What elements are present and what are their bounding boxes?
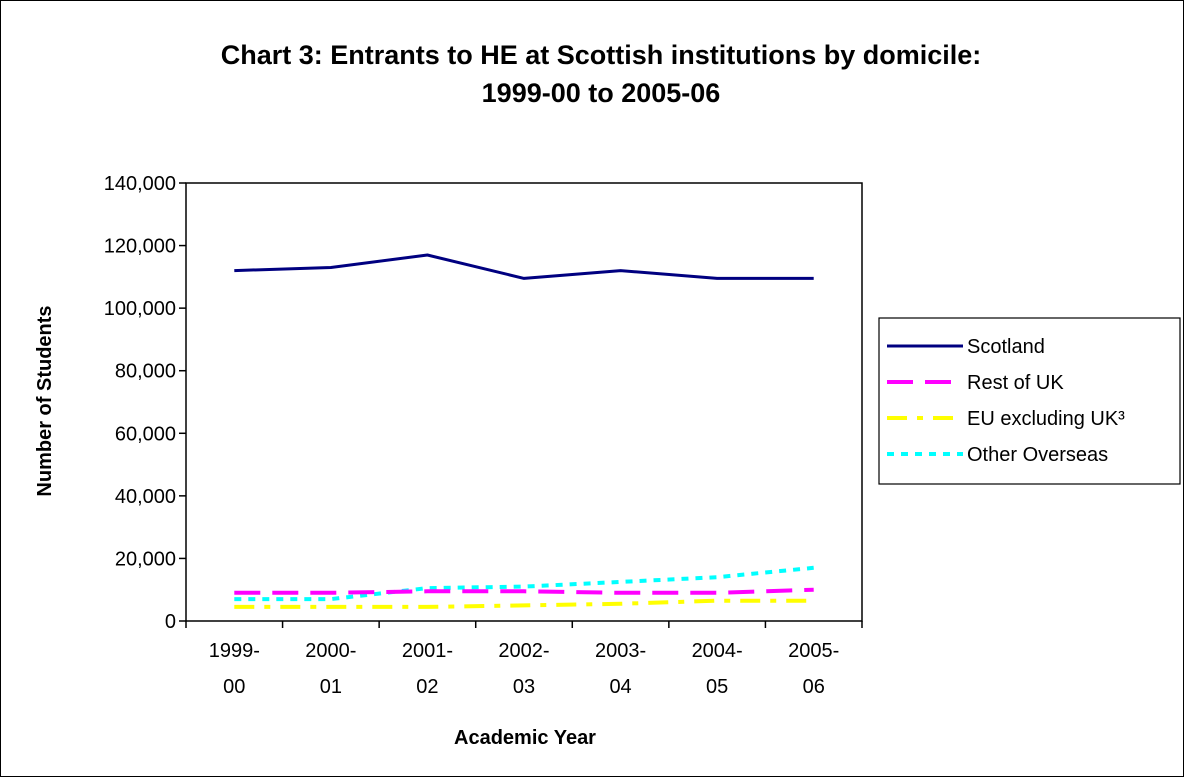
x-tick-label: 00 (223, 676, 245, 698)
x-tick-label: 01 (320, 676, 342, 698)
chart-title-line1: Chart 3: Entrants to HE at Scottish inst… (221, 40, 982, 70)
legend-label: EU excluding UK³ (967, 408, 1125, 430)
x-tick-label: 03 (513, 676, 535, 698)
y-tick-label: 100,000 (104, 298, 176, 320)
y-tick-label: 80,000 (115, 361, 176, 383)
x-tick-label: 2004- (692, 640, 743, 662)
plot-area (185, 182, 863, 622)
series-line-eu-excluding-uk (234, 598, 814, 609)
x-tick-label: 04 (609, 676, 631, 698)
y-tick-label: 20,000 (115, 548, 176, 570)
legend-box (878, 317, 1181, 485)
series-lines (234, 253, 814, 609)
y-tick-label: 60,000 (115, 423, 176, 445)
series-line-rest-of-uk (234, 587, 814, 595)
x-tick-label: 1999- (209, 640, 260, 662)
x-axis: 1999- 00 2000- 01 2001- 02 2002- 03 2003- 04 2004-… (185, 621, 863, 698)
legend-label: Scotland (967, 336, 1045, 358)
x-tick-label: 2005- (788, 640, 839, 662)
legend-items: Scotland Rest of UK EU excluding UK³ Other … (887, 336, 1125, 466)
x-tick-label: 06 (803, 676, 825, 698)
chart-title-line2: 1999-00 to 2005-06 (482, 78, 721, 108)
x-tick-label: 2002- (498, 640, 549, 662)
x-tick-label: 05 (706, 676, 728, 698)
legend-label: Other Overseas (967, 444, 1108, 466)
x-tick-label: 2003- (595, 640, 646, 662)
y-axis: 0 20,000 40,000 60,000 80,000 100,000 120,000 1… (104, 173, 186, 633)
y-tick-label: 0 (165, 611, 176, 633)
y-axis-title: Number of Students (34, 305, 56, 496)
y-tick-label: 140,000 (104, 173, 176, 195)
series-line-scotland (234, 253, 814, 280)
x-tick-label: 02 (416, 676, 438, 698)
legend: Scotland Rest of UK EU excluding UK³ Other … (878, 317, 1181, 485)
y-tick-label: 40,000 (115, 486, 176, 508)
x-tick-label: 2001- (402, 640, 453, 662)
x-axis-title: Academic Year (454, 727, 596, 749)
x-tick-label: 2000- (305, 640, 356, 662)
y-tick-label: 120,000 (104, 236, 176, 258)
legend-label: Rest of UK (967, 372, 1064, 394)
